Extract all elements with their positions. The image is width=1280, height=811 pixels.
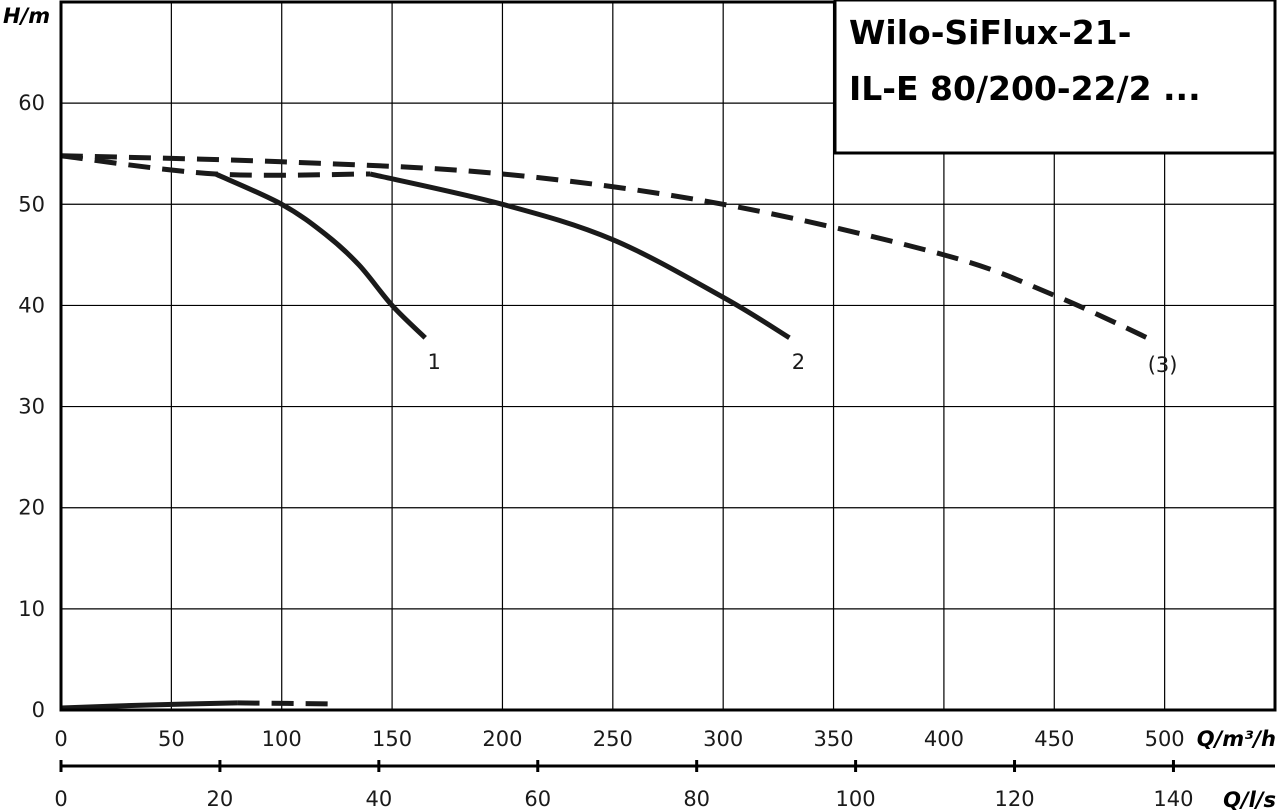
curve-segment xyxy=(237,700,337,707)
chart-title-line-1: Wilo-SiFlux-21- xyxy=(849,13,1131,52)
x2-tick-label: 120 xyxy=(994,787,1034,811)
plot-border xyxy=(59,0,1277,712)
x-tick-label: 500 xyxy=(1145,727,1185,751)
x-tick-label: 200 xyxy=(482,727,522,751)
x2-tick-label: 20 xyxy=(207,787,234,811)
x2-tick-label: 80 xyxy=(683,787,710,811)
curve-label-1: 1 xyxy=(428,350,441,374)
plot-frame xyxy=(59,0,1277,772)
curve-segment xyxy=(60,700,238,711)
x-tick-label: 350 xyxy=(813,727,853,751)
x2-tick-label: 60 xyxy=(524,787,551,811)
x2-tick-label: 100 xyxy=(836,787,876,811)
curve-label-2: 2 xyxy=(792,350,805,374)
y-axis-title: H/m xyxy=(3,4,50,28)
curve-3 xyxy=(60,153,1155,344)
x-tick-label: 0 xyxy=(54,727,67,751)
x2-tick-label: 0 xyxy=(54,787,67,811)
curve-label-3: (3) xyxy=(1148,353,1178,377)
x-tick-label: 50 xyxy=(158,727,185,751)
y-tick-label: 30 xyxy=(18,395,45,419)
x-tick-label: 100 xyxy=(262,727,302,751)
y-tick-label: 0 xyxy=(32,698,45,722)
y-tick-label: 10 xyxy=(18,597,45,621)
y-tick-label: 50 xyxy=(18,192,45,216)
curve-segment xyxy=(60,153,371,178)
x2-tick-label: 140 xyxy=(1153,787,1193,811)
x-tick-label: 150 xyxy=(372,727,412,751)
curve-1 xyxy=(214,171,427,340)
x2-axis-title: Q/l/s xyxy=(1223,788,1276,811)
y-tick-label: 40 xyxy=(18,293,45,317)
x2-tick-label: 40 xyxy=(365,787,392,811)
y-tick-label: 60 xyxy=(18,91,45,115)
chart-title-line-2: IL-E 80/200-22/2 ... xyxy=(849,69,1201,108)
curve-2 xyxy=(369,171,791,340)
curves: 1 2 (3) xyxy=(60,153,1178,711)
x-axis-title: Q/m³/h xyxy=(1197,727,1276,751)
x-tick-label: 250 xyxy=(593,727,633,751)
x-tick-label: 450 xyxy=(1034,727,1074,751)
y-tick-label: 20 xyxy=(18,496,45,520)
x-tick-label: 400 xyxy=(924,727,964,751)
title-box: Wilo-SiFlux-21- IL-E 80/200-22/2 ... xyxy=(833,0,1277,155)
x-tick-label: 300 xyxy=(703,727,743,751)
